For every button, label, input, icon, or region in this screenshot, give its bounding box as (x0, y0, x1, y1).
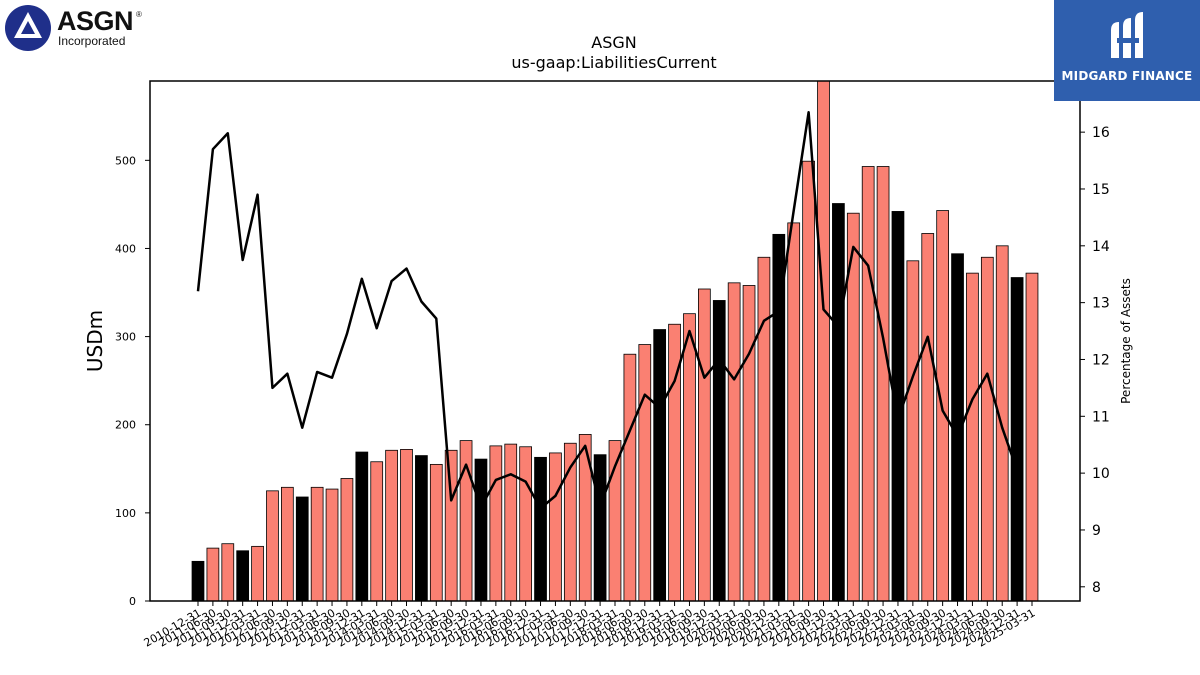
bar (236, 550, 250, 602)
bar (489, 445, 503, 602)
y2-tick-label: 11 (1092, 409, 1110, 425)
x-axis: 2010-12-312011-06-302011-09-302011-12-31… (142, 601, 1038, 650)
y-tick-label: 400 (115, 242, 136, 255)
asgn-logo-text: ASGN (57, 6, 134, 36)
bar (623, 353, 637, 602)
bar (787, 222, 801, 602)
bar (802, 160, 815, 602)
y2-tick-label: 14 (1092, 239, 1110, 255)
chart-title: ASGN (591, 33, 636, 52)
bar (504, 443, 518, 602)
bar (906, 260, 920, 602)
asgn-logo-mark: ® (136, 10, 142, 19)
asgn-logo: ASGN ® Incorporated (4, 4, 154, 54)
bar (251, 545, 264, 602)
bar (876, 166, 890, 602)
bar (474, 458, 488, 602)
bar (429, 463, 443, 602)
bar (832, 203, 845, 602)
bar (742, 285, 756, 602)
bar (310, 486, 324, 602)
midgard-finance-text: MIDGARD FINANCE (1061, 69, 1193, 83)
bar (221, 543, 235, 602)
bar (400, 449, 413, 602)
bar (355, 451, 369, 602)
bar (638, 344, 652, 602)
bar (549, 452, 562, 602)
bar (295, 496, 309, 602)
y2-tick-label: 12 (1092, 352, 1110, 368)
y2-tick-label: 9 (1092, 523, 1101, 539)
y2-axis-label: Percentage of Assets (1119, 278, 1133, 404)
y2-tick-label: 8 (1092, 580, 1101, 596)
bar (1010, 277, 1024, 602)
bar-series (191, 80, 1039, 602)
chart-subtitle: us-gaap:LiabilitiesCurrent (511, 53, 716, 72)
bar (191, 560, 205, 602)
bar (266, 490, 279, 602)
y-tick-label: 100 (115, 507, 136, 520)
bar (280, 486, 294, 602)
y-tick-label: 300 (115, 331, 136, 344)
asgn-logo-subtitle: Incorporated (58, 34, 126, 48)
bar (1025, 272, 1039, 602)
bar (340, 478, 354, 602)
bar (921, 233, 935, 602)
bar (861, 166, 875, 602)
asgn-mark-icon (5, 5, 51, 51)
midgard-finance-logo: MIDGARD FINANCE (1054, 0, 1200, 101)
bar (415, 455, 428, 602)
bar (653, 329, 667, 602)
bar (385, 449, 398, 602)
bar (534, 456, 547, 602)
bar (683, 313, 696, 602)
bar (698, 288, 711, 602)
y2-tick-label: 10 (1092, 466, 1110, 482)
y2-tick-label: 13 (1092, 296, 1110, 312)
bar (712, 300, 726, 602)
y-tick-label: 200 (115, 419, 136, 432)
bar (757, 256, 771, 602)
bar (817, 80, 830, 602)
bar (980, 256, 994, 602)
bar (370, 461, 384, 602)
y-tick-label: 0 (129, 595, 136, 608)
bar (593, 454, 607, 602)
y-tick-label: 500 (115, 154, 136, 167)
bar (727, 282, 741, 602)
bar (444, 449, 458, 602)
left-axis: 0 100 200 300 400 500 (115, 154, 150, 608)
y2-tick-label: 16 (1092, 125, 1110, 141)
bar (966, 272, 979, 602)
bar (206, 547, 220, 602)
bar (519, 446, 533, 602)
right-axis: 8 9 10 11 12 13 14 15 16 (1080, 125, 1110, 596)
line-series (196, 111, 1019, 510)
bar (325, 488, 339, 602)
y-axis-label: USDm (83, 310, 107, 372)
midgard-mark-icon (1111, 12, 1143, 58)
y2-tick-label: 15 (1092, 182, 1110, 198)
series-line (196, 111, 1019, 510)
